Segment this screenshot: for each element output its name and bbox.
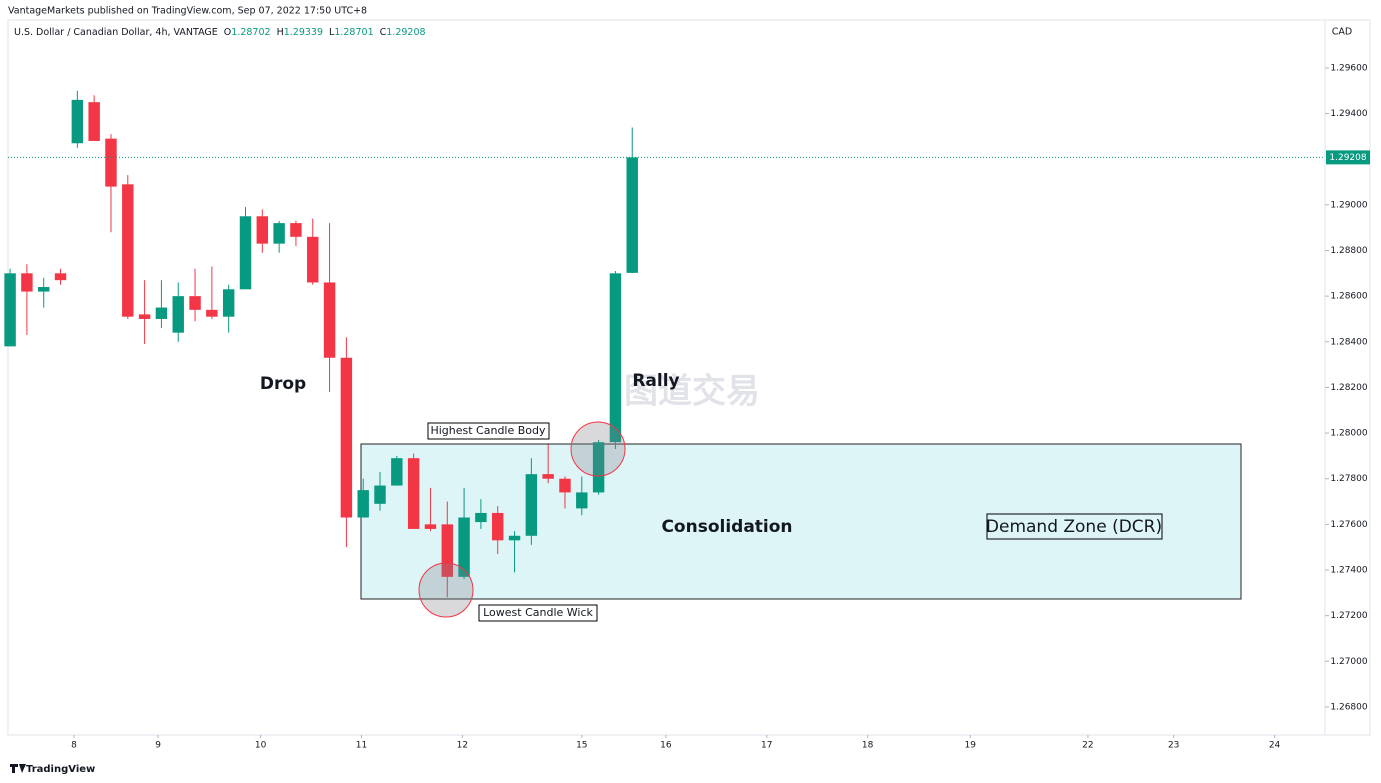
y-tick-label: 1.28600 bbox=[1330, 292, 1367, 302]
ohlc-key: C bbox=[380, 27, 387, 38]
y-tick-label: 1.27600 bbox=[1330, 520, 1367, 530]
candle-body bbox=[475, 512, 487, 523]
x-tick-label: 18 bbox=[862, 741, 874, 751]
candle-body bbox=[576, 492, 588, 509]
candle-body bbox=[307, 236, 319, 283]
candle-body bbox=[323, 282, 336, 358]
candle-body bbox=[508, 535, 521, 541]
x-tick-label: 8 bbox=[71, 741, 77, 751]
x-tick-label: 11 bbox=[356, 741, 367, 751]
zone-label-box bbox=[986, 513, 1163, 540]
x-tick-label: 22 bbox=[1082, 741, 1093, 751]
y-tick-label: 1.26800 bbox=[1330, 702, 1367, 712]
x-tick-label: 10 bbox=[255, 741, 267, 751]
candle-body bbox=[340, 357, 353, 518]
candle-body bbox=[54, 273, 67, 281]
candle-body bbox=[155, 307, 168, 319]
candle-body bbox=[256, 216, 269, 244]
last-price-tag bbox=[1326, 150, 1370, 165]
footer-brand: TradingView bbox=[26, 764, 95, 775]
y-tick-label: 1.27800 bbox=[1330, 474, 1367, 484]
y-tick-label: 1.28800 bbox=[1330, 246, 1367, 256]
candle-body bbox=[189, 296, 201, 310]
highest-label-box bbox=[427, 422, 550, 440]
x-tick-label: 9 bbox=[155, 741, 161, 751]
y-tick-label: 1.29400 bbox=[1330, 109, 1367, 119]
y-tick-label: 1.29600 bbox=[1330, 63, 1367, 73]
symbol: U.S. Dollar / Canadian Dollar, 4h, VANTA… bbox=[14, 27, 218, 38]
ohlc-value: 1.29339 bbox=[284, 27, 323, 38]
consolidation-label: Consolidation bbox=[661, 517, 792, 537]
ohlc-key: O bbox=[224, 27, 231, 38]
candle-body bbox=[525, 474, 538, 536]
candle-body bbox=[222, 289, 235, 317]
y-tick-label: 1.27400 bbox=[1330, 566, 1367, 576]
candle-body bbox=[407, 458, 420, 529]
candle-body bbox=[592, 442, 605, 493]
y-tick-label: 1.28400 bbox=[1330, 337, 1367, 347]
ohlc-value: 1.29208 bbox=[386, 27, 425, 38]
symbol-line: U.S. Dollar / Canadian Dollar, 4h, VANTA… bbox=[14, 27, 426, 38]
lowest-label-box bbox=[478, 604, 598, 622]
ohlc-value: 1.28701 bbox=[334, 27, 373, 38]
drop-label: Drop bbox=[260, 374, 306, 394]
candle-body bbox=[357, 490, 369, 518]
last-price-label: 1.29208 bbox=[1329, 153, 1366, 163]
candle-body bbox=[374, 485, 386, 504]
x-tick-label: 17 bbox=[761, 741, 772, 751]
y-tick-label: 1.29000 bbox=[1330, 200, 1367, 210]
currency: CAD bbox=[1332, 27, 1352, 38]
y-tick-label: 1.28200 bbox=[1330, 383, 1367, 393]
lowest-label: Lowest Candle Wick bbox=[483, 606, 593, 619]
x-tick-label: 12 bbox=[457, 741, 468, 751]
x-tick-label: 15 bbox=[576, 741, 587, 751]
x-tick-label: 23 bbox=[1168, 741, 1179, 751]
low-wick-circle bbox=[418, 562, 474, 618]
highest-label: Highest Candle Body bbox=[430, 424, 546, 437]
candle-body bbox=[71, 99, 84, 144]
candle-body bbox=[441, 524, 453, 577]
candle-body bbox=[88, 102, 100, 141]
candle-body bbox=[38, 287, 50, 292]
x-tick-label: 19 bbox=[964, 741, 976, 751]
y-tick-label: 1.27000 bbox=[1330, 657, 1367, 667]
y-tick-label: 1.28000 bbox=[1330, 429, 1367, 439]
candle-body bbox=[424, 524, 437, 529]
candle-body bbox=[4, 273, 16, 347]
x-tick-label: 24 bbox=[1269, 741, 1281, 751]
watermark: 图道交易 bbox=[624, 372, 760, 412]
candle-body bbox=[105, 138, 117, 187]
candle-body bbox=[542, 474, 554, 479]
candle-body bbox=[491, 512, 504, 541]
ohlc-value: 1.28702 bbox=[231, 27, 270, 38]
candle-body bbox=[206, 309, 218, 317]
candle-body bbox=[273, 223, 285, 244]
x-tick-label: 16 bbox=[660, 741, 672, 751]
ohlc-key: H bbox=[277, 27, 284, 38]
y-tick-label: 1.27200 bbox=[1330, 611, 1367, 621]
zone-label: Demand Zone (DCR) bbox=[986, 517, 1162, 537]
candle-body bbox=[609, 273, 622, 443]
ohlc-key: L bbox=[329, 27, 335, 38]
candle-body bbox=[626, 157, 638, 273]
candle-body bbox=[172, 296, 184, 333]
footer-logo bbox=[10, 764, 26, 773]
demand-zone bbox=[360, 443, 1242, 600]
candle-body bbox=[122, 184, 134, 317]
candle-body bbox=[458, 517, 470, 577]
candle-body bbox=[138, 314, 151, 319]
candle-body bbox=[239, 216, 252, 290]
candle-body bbox=[559, 478, 571, 493]
high-body-circle bbox=[570, 421, 626, 477]
candle-body bbox=[391, 458, 403, 486]
rally-label: Rally bbox=[632, 371, 679, 391]
candle-body bbox=[290, 223, 302, 237]
published-note: VantageMarkets published on TradingView.… bbox=[8, 6, 367, 17]
candle-body bbox=[21, 273, 33, 292]
